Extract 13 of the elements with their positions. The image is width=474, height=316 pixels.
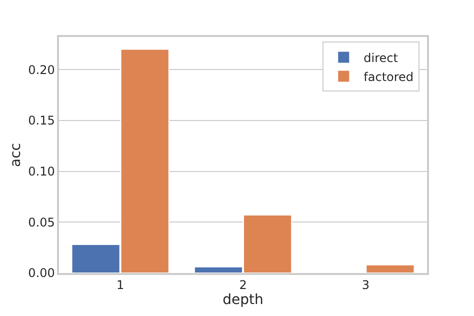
legend-label: direct: [364, 50, 398, 65]
y-tick-label: 0.20: [28, 62, 55, 77]
y-tick-label: 0.10: [28, 164, 55, 178]
y-tick-label: 0.15: [28, 114, 55, 128]
legend-label: factored: [364, 70, 414, 84]
x-tick-label: 1: [116, 278, 124, 292]
bar: [366, 264, 415, 273]
x-tick-label: 3: [362, 278, 370, 292]
y-tick-label: 0.05: [28, 215, 55, 230]
x-tick-label: 2: [239, 278, 247, 292]
y-tick-label: 0.00: [28, 266, 55, 280]
y-axis-title: acc: [8, 143, 24, 167]
x-axis-title: depth: [222, 292, 264, 308]
